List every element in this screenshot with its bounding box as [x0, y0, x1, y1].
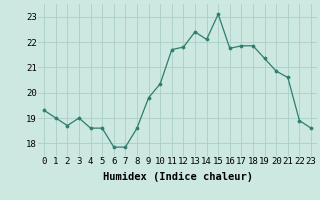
X-axis label: Humidex (Indice chaleur): Humidex (Indice chaleur) — [103, 172, 252, 182]
